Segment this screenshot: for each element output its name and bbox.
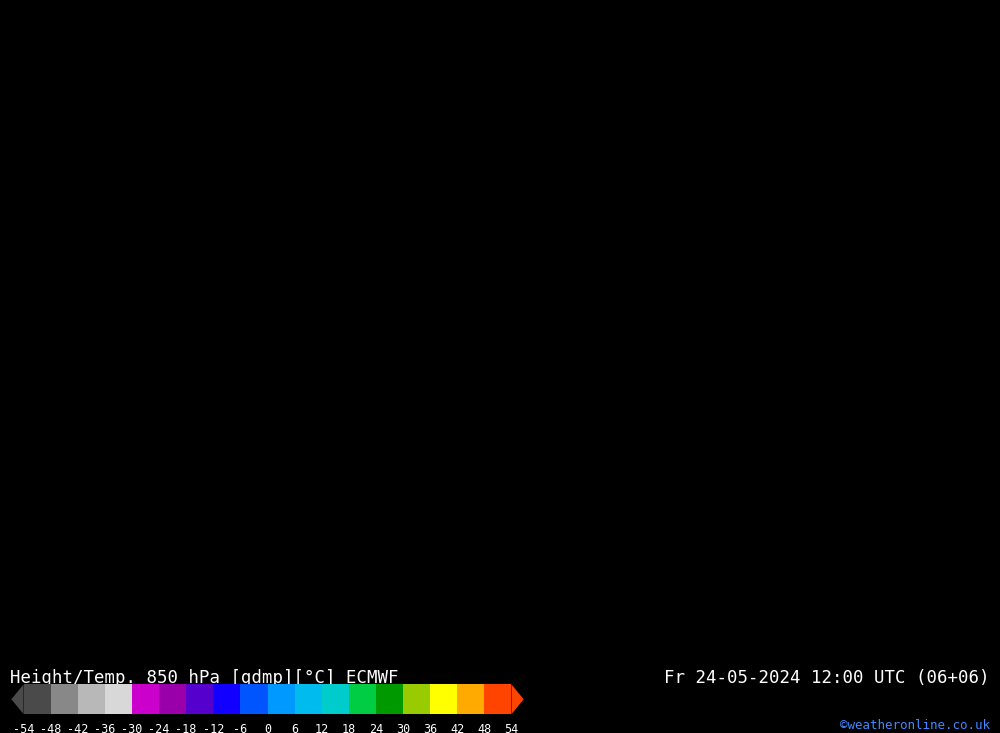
- Bar: [78, 685, 105, 714]
- Text: -18: -18: [175, 723, 197, 733]
- Bar: [132, 685, 159, 714]
- Bar: [322, 685, 349, 714]
- Text: 18: 18: [342, 723, 356, 733]
- Bar: [295, 685, 322, 714]
- Polygon shape: [511, 685, 524, 714]
- Text: 36: 36: [423, 723, 437, 733]
- Text: 54: 54: [504, 723, 519, 733]
- Text: 48: 48: [477, 723, 491, 733]
- Bar: [186, 685, 213, 714]
- Text: -12: -12: [203, 723, 224, 733]
- Text: -48: -48: [40, 723, 61, 733]
- Bar: [105, 685, 132, 714]
- Bar: [430, 685, 457, 714]
- Text: 30: 30: [396, 723, 410, 733]
- Text: 6: 6: [291, 723, 298, 733]
- Bar: [24, 685, 51, 714]
- Text: -42: -42: [67, 723, 88, 733]
- Text: -6: -6: [233, 723, 248, 733]
- Text: Fr 24-05-2024 12:00 UTC (06+06): Fr 24-05-2024 12:00 UTC (06+06): [664, 669, 990, 687]
- Bar: [484, 685, 511, 714]
- Bar: [213, 685, 240, 714]
- Text: -30: -30: [121, 723, 143, 733]
- Text: Height/Temp. 850 hPa [gdmp][°C] ECMWF: Height/Temp. 850 hPa [gdmp][°C] ECMWF: [10, 669, 398, 687]
- Bar: [51, 685, 78, 714]
- Bar: [268, 685, 295, 714]
- Text: 12: 12: [315, 723, 329, 733]
- Bar: [403, 685, 430, 714]
- Bar: [240, 685, 268, 714]
- Text: -54: -54: [13, 723, 34, 733]
- Text: cartopy required: cartopy required: [419, 323, 581, 342]
- Bar: [349, 685, 376, 714]
- Text: 24: 24: [369, 723, 383, 733]
- Text: 0: 0: [264, 723, 271, 733]
- Bar: [376, 685, 403, 714]
- Text: 42: 42: [450, 723, 464, 733]
- Polygon shape: [11, 685, 24, 714]
- Text: ©weatheronline.co.uk: ©weatheronline.co.uk: [840, 718, 990, 732]
- Bar: [159, 685, 186, 714]
- Text: -36: -36: [94, 723, 116, 733]
- Bar: [457, 685, 484, 714]
- Text: -24: -24: [148, 723, 170, 733]
